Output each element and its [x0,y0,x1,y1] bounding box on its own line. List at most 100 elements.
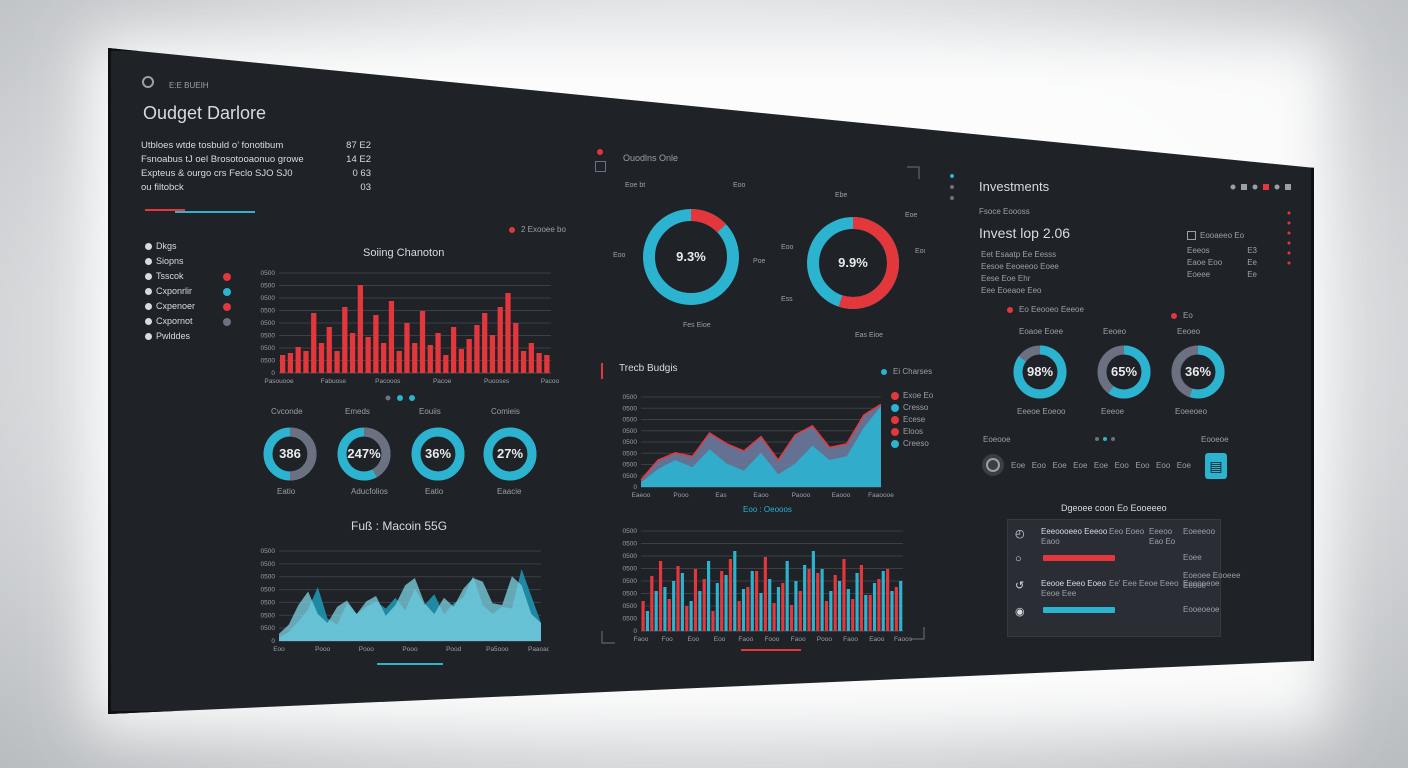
sidebar-item-siopns[interactable]: Siopns [145,256,184,266]
investment-donut-sub: Eoeeoeo [1175,407,1208,416]
spending-bar [443,355,449,373]
pager-dots[interactable] [383,393,423,403]
timeline-label[interactable]: Eoo [1156,461,1171,470]
legend-color-dot [223,273,231,281]
investment-donut-value: 65% [1111,364,1137,379]
x-tick-label: Eaeoo [632,492,651,499]
timeline-label[interactable]: Eoo [1031,461,1046,470]
y-tick-label: 0500 [261,612,276,619]
dot-icon [145,273,152,281]
center-bar-red [711,611,715,631]
table-row-right: Eoeeeoo [1183,527,1216,536]
x-tick-label: Faoo [738,636,753,641]
y-tick-label: 0500 [623,591,638,598]
sidebar-item-tsscok[interactable]: Tsscok [145,271,184,281]
y-tick-label: 0500 [623,603,638,610]
center-bar-blue [654,591,658,631]
refresh-icon[interactable]: ↺ [1015,580,1025,592]
y-tick-label: 0500 [261,625,276,632]
timeline-label[interactable]: Eoe [1073,461,1088,470]
investment-donut-sub: Eeeoe Eoeoo [1017,407,1066,416]
y-tick-label: 0500 [261,587,276,594]
trend-legend-item[interactable]: Ecese [891,415,933,424]
spending-bar [466,339,472,373]
y-tick-label: 0500 [261,308,276,315]
checkbox-icon[interactable] [1187,231,1196,240]
window-controls[interactable] [1229,181,1299,193]
record-icon[interactable]: ◉ [1015,606,1025,618]
sidebar-item-cxponrlir[interactable]: Cxponrlir [145,286,192,296]
y-tick-label: 0500 [261,295,276,302]
sidebar-item-cxpenoer[interactable]: Cxpenoer [145,301,195,311]
sidebar-item-pwlddes[interactable]: Pwlddes [145,331,190,341]
table-row-name: Eeeoooeeo Eeeoo [1041,527,1108,536]
timeline-label[interactable]: Eoe [1052,461,1067,470]
controls-label: Eoeooe [983,435,1011,444]
trend-legend-item[interactable]: Exoe Eo [891,391,933,400]
play-toggle-icon[interactable] [981,453,1005,477]
small-donut-title: Eouiis [419,407,441,416]
area-chart-title: Fuß : Macoin 55G [351,519,448,533]
small-donut-arc [411,427,465,481]
center-bar-blue [890,591,894,631]
trend-legend-item[interactable]: Creeso [891,439,933,448]
timeline-label[interactable]: Eoo [1135,461,1150,470]
table-row-sub: Eaoo [1041,537,1060,546]
summary-line: ou filtobck 03 [141,182,371,193]
center-bar-blue [864,595,868,631]
spending-bar [536,353,542,373]
sidebar-item-cxpornot[interactable]: Cxpornot [145,316,193,326]
center-bar-red [868,595,872,631]
table-row-right: Eeeoeeoe [1183,579,1220,588]
spending-bar [489,335,496,373]
trend-legend: Exoe Eo Cresso Ecese Eloos Creeso [891,391,933,451]
trend-legend-label: Creeso [903,439,929,448]
summary-underline-blue [175,211,255,213]
y-tick-label: 0500 [261,270,276,277]
spending-bar [334,351,340,373]
trend-legend-item[interactable]: Eloos [891,427,933,436]
x-tick-label: Faoo [634,636,649,641]
circle-icon[interactable]: ○ [1015,553,1022,565]
small-donut-title: Cvconde [271,407,303,416]
x-tick-label: Eaoo [753,492,769,499]
sidebar-item-dkgs[interactable]: Dkgs [145,241,177,251]
center-bar-red [842,559,846,631]
center-bar-blue [645,611,650,631]
center-bar-blue [776,587,781,631]
legend-color-dot [223,318,231,326]
timeline-label[interactable]: Eoe [1011,461,1026,470]
center-bar-blue [715,583,719,631]
small-donut-arc [263,427,317,481]
center-bar-red [763,557,767,631]
legend-color-dot [223,303,231,311]
donut-label: Eoe bt [625,182,645,189]
center-bar-blue [768,579,772,631]
small-donut-value: 36% [425,446,451,461]
checkbox[interactable] [595,161,606,172]
center-bar-red [685,606,689,631]
small-donut-value: 247% [347,446,381,461]
timeline-label[interactable]: Eoe [1176,461,1191,470]
small-donut-title: Comieis [491,407,520,416]
y-tick-label: 0 [633,484,637,491]
table-extra-label: Eeooe [1183,581,1207,590]
center-bar-red [789,605,794,631]
donuts-section-title: Ouodlns Onle [623,153,679,163]
timeline-label[interactable]: Eoe [1093,461,1109,470]
spending-bar [520,351,527,373]
chart-button[interactable]: ▤ [1205,453,1227,479]
trend-legend-title: Ei Charses [893,367,933,376]
trend-legend-label: Exoe Eo [903,391,934,400]
chart-icon: ▤ [1209,458,1223,474]
controls-dots[interactable] [1093,435,1123,443]
timeline-label[interactable]: Eoo [1114,461,1129,470]
center-bar-red [798,591,802,631]
spending-bar [544,355,550,373]
trend-legend-item[interactable]: Cresso [891,403,933,412]
center-bar-red [720,571,724,631]
clock-icon[interactable]: ◴ [1015,528,1025,540]
